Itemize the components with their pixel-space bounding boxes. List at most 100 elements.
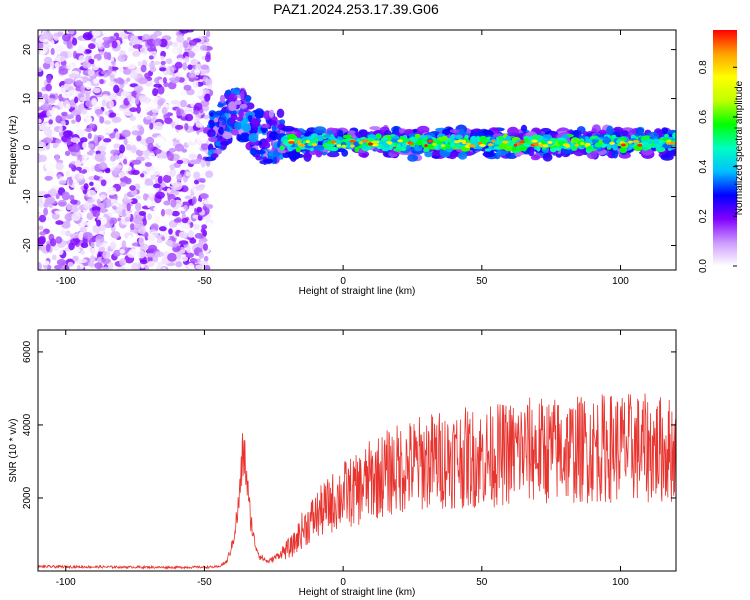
heatmap-cell [171, 121, 176, 129]
heatmap-cell [192, 223, 200, 230]
heatmap-cell [47, 97, 56, 104]
heatmap-cell [176, 34, 185, 43]
heatmap-cell [166, 188, 171, 194]
heatmap-cell [637, 143, 643, 147]
heatmap-cell [169, 168, 177, 177]
heatmap-cell [110, 231, 121, 239]
heatmap-cell [75, 61, 80, 70]
heatmap-cell [160, 55, 165, 61]
heatmap-cell [135, 195, 142, 200]
heatmap-cell [121, 240, 127, 250]
heatmap-cell [400, 146, 407, 152]
heatmap-cell [416, 125, 430, 134]
heatmap-cell [174, 61, 183, 69]
heatmap-cell [99, 116, 105, 124]
heatmap-cell [38, 118, 42, 124]
heatmap-cell [119, 248, 125, 254]
heatmap-cell [55, 162, 64, 171]
heatmap-cell [65, 114, 74, 119]
heatmap-cell [214, 110, 224, 116]
heatmap-cell [69, 225, 77, 231]
heatmap-cell [126, 30, 137, 33]
heatmap-cell [54, 264, 63, 270]
heatmap-cell [58, 124, 63, 133]
heatmap-cell [78, 172, 84, 180]
heatmap-cell [38, 154, 47, 163]
heatmap-cell [206, 221, 213, 229]
heatmap-cell [410, 136, 416, 142]
heatmap-cell [635, 127, 645, 135]
heatmap-cell [147, 188, 155, 198]
heatmap-cell [38, 97, 46, 106]
heatmap-cell [65, 169, 71, 177]
heatmap-cell [520, 124, 528, 132]
heatmap-cell [104, 127, 114, 134]
heatmap-cell [130, 198, 138, 205]
heatmap-cell [361, 144, 368, 149]
heatmap-cell [82, 32, 93, 41]
heatmap-cell [86, 212, 94, 221]
heatmap-cell [204, 93, 211, 102]
heatmap-cell [199, 260, 209, 266]
heatmap-cell [72, 255, 79, 262]
heatmap-cell [126, 77, 131, 82]
heatmap-cell [149, 34, 158, 40]
heatmap-cell [433, 139, 441, 143]
heatmap-cell [75, 247, 81, 253]
heatmap-marks [38, 30, 676, 270]
heatmap-cell [175, 261, 183, 268]
heatmap-cell [65, 103, 71, 110]
heatmap-cell [542, 144, 549, 148]
heatmap-cell [371, 140, 378, 144]
heatmap-cell [71, 119, 76, 124]
heatmap-cell [90, 37, 97, 42]
heatmap-cell [197, 178, 206, 183]
heatmap-cell [530, 155, 541, 161]
heatmap-cell [205, 170, 214, 178]
heatmap-cell [136, 87, 141, 97]
heatmap-cell [574, 143, 579, 147]
heatmap-cell [156, 238, 163, 244]
heatmap-cell [178, 231, 188, 239]
heatmap-cell [570, 145, 578, 152]
heatmap-cell [166, 58, 173, 65]
heatmap-cell [142, 218, 147, 226]
heatmap-cell [163, 200, 171, 206]
heatmap-cell [92, 87, 101, 94]
heatmap-cell [125, 111, 133, 116]
heatmap-cell [123, 193, 128, 203]
heatmap-cell [112, 116, 122, 123]
heatmap-cell [83, 183, 89, 190]
heatmap-cell [115, 131, 120, 141]
heatmap-cell [523, 138, 530, 144]
heatmap-cell [147, 256, 154, 263]
heatmap-cell [46, 75, 52, 84]
heatmap-cell [92, 224, 101, 234]
heatmap-cell [195, 264, 203, 270]
heatmap-cell [80, 242, 89, 249]
heatmap-cell [68, 73, 78, 79]
heatmap-cell [127, 235, 133, 242]
heatmap-cell [102, 39, 112, 49]
heatmap-cell [268, 109, 275, 118]
heatmap-cell [316, 135, 324, 142]
y-tick-label: 4000 [22, 413, 33, 436]
heatmap-cell [54, 62, 60, 69]
heatmap-cell [111, 60, 116, 67]
heatmap-cell [450, 134, 456, 141]
heatmap-cell [98, 51, 104, 56]
heatmap-cell [89, 255, 95, 264]
heatmap-cell [49, 188, 57, 197]
heatmap-cell [183, 84, 192, 91]
heatmap-cell [105, 198, 112, 203]
heatmap-cell [542, 152, 553, 162]
heatmap-cell [52, 143, 58, 149]
heatmap-cell [83, 147, 90, 153]
heatmap-cell [152, 113, 157, 119]
heatmap-cell [124, 216, 131, 222]
heatmap-cell [423, 147, 430, 152]
y-tick-label: 20 [22, 44, 33, 56]
heatmap-cell [94, 262, 103, 269]
heatmap-cell [179, 43, 184, 48]
heatmap-cell [330, 140, 337, 144]
